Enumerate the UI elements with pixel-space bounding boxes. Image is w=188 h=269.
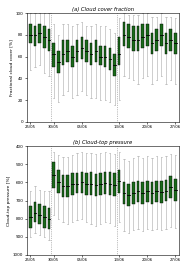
- Bar: [29, 206, 32, 228]
- Bar: [76, 173, 78, 193]
- Bar: [34, 26, 36, 46]
- Bar: [57, 51, 60, 73]
- Bar: [174, 33, 177, 54]
- Bar: [38, 24, 41, 44]
- Bar: [43, 26, 46, 48]
- Bar: [48, 29, 50, 51]
- Bar: [38, 204, 41, 224]
- Bar: [57, 170, 60, 193]
- Bar: [127, 24, 130, 48]
- Bar: [52, 44, 55, 68]
- Bar: [137, 26, 139, 51]
- Bar: [99, 173, 102, 195]
- Bar: [95, 174, 97, 196]
- Bar: [118, 170, 121, 193]
- Y-axis label: Fractional cloud cover [%]: Fractional cloud cover [%]: [10, 39, 14, 96]
- Bar: [99, 46, 102, 65]
- Bar: [146, 24, 149, 46]
- Bar: [123, 22, 125, 46]
- Bar: [34, 202, 36, 222]
- Bar: [71, 173, 74, 195]
- Bar: [62, 40, 64, 65]
- Bar: [85, 40, 88, 62]
- Bar: [67, 175, 69, 197]
- Bar: [85, 173, 88, 195]
- Title: (a) Cloud cover fraction: (a) Cloud cover fraction: [72, 7, 134, 12]
- Bar: [155, 29, 158, 51]
- Bar: [43, 206, 46, 228]
- Bar: [132, 26, 135, 51]
- Bar: [146, 180, 149, 202]
- Bar: [174, 179, 177, 200]
- Bar: [104, 172, 106, 194]
- Bar: [80, 37, 83, 59]
- Bar: [123, 182, 125, 204]
- Bar: [169, 29, 172, 51]
- Bar: [67, 40, 69, 62]
- Bar: [127, 184, 130, 206]
- Bar: [151, 182, 153, 204]
- Bar: [52, 162, 55, 188]
- Bar: [165, 33, 167, 54]
- Y-axis label: Cloud-top pressure [%]: Cloud-top pressure [%]: [7, 175, 11, 226]
- Bar: [62, 175, 64, 197]
- Bar: [132, 182, 135, 204]
- Title: (b) Cloud-top pressure: (b) Cloud-top pressure: [73, 140, 133, 145]
- Bar: [160, 24, 163, 46]
- Bar: [169, 176, 172, 198]
- Bar: [118, 37, 121, 65]
- Bar: [108, 48, 111, 70]
- Bar: [165, 180, 167, 201]
- Bar: [151, 33, 153, 54]
- Bar: [141, 24, 144, 48]
- Bar: [71, 46, 74, 68]
- Bar: [90, 44, 92, 65]
- Bar: [104, 46, 106, 68]
- Bar: [113, 173, 116, 196]
- Bar: [160, 182, 163, 203]
- Bar: [48, 208, 50, 229]
- Bar: [76, 40, 78, 62]
- Bar: [113, 54, 116, 76]
- Bar: [137, 180, 139, 202]
- Bar: [29, 24, 32, 44]
- Bar: [90, 172, 92, 195]
- Bar: [80, 172, 83, 193]
- Bar: [141, 182, 144, 204]
- Bar: [95, 40, 97, 62]
- Bar: [155, 180, 158, 202]
- Bar: [108, 172, 111, 195]
